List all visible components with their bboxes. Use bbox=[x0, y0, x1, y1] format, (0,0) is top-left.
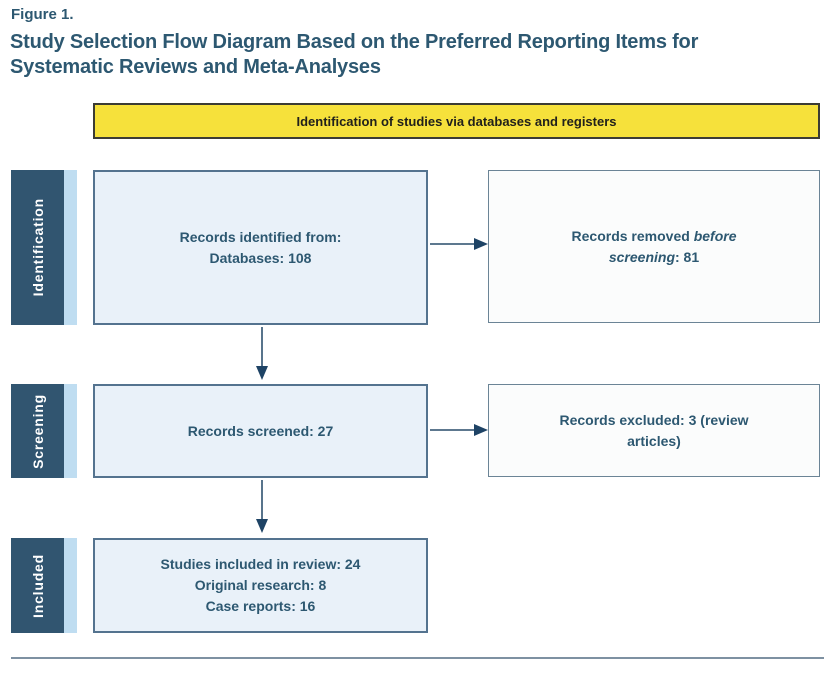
box-studies-included: Studies included in review: 24 Original … bbox=[93, 538, 428, 633]
stage-label-screening-text: Screening bbox=[29, 393, 46, 469]
banner-identification-via-databases: Identification of studies via databases … bbox=[93, 103, 820, 139]
figure-title-line2: Systematic Reviews and Meta-Analyses bbox=[10, 56, 381, 78]
banner-text: Identification of studies via databases … bbox=[296, 113, 617, 129]
stage-strip-screening bbox=[64, 384, 77, 478]
box-records-removed: Records removed before screening: 81 bbox=[488, 170, 820, 323]
box-records-removed-text: Records removed before screening: 81 bbox=[549, 226, 759, 268]
records-removed-italic: before screening bbox=[608, 227, 737, 265]
box-records-screened-text: Records screened: 27 bbox=[187, 422, 334, 439]
stage-label-screening: Screening bbox=[11, 384, 64, 478]
figure-title-line1: Study Selection Flow Diagram Based on th… bbox=[10, 31, 699, 53]
records-identified-line1: Records identified from: bbox=[179, 228, 342, 245]
figure-title: Study Selection Flow Diagram Based on th… bbox=[10, 30, 810, 80]
box-records-screened: Records screened: 27 bbox=[93, 384, 428, 478]
figure-label: Figure 1. bbox=[11, 6, 74, 23]
stage-label-included-text: Included bbox=[29, 553, 46, 618]
stage-strip-included bbox=[64, 538, 77, 633]
box-studies-included-text: Studies included in review: 24 Original … bbox=[161, 554, 361, 617]
stage-label-identification: Identification bbox=[11, 170, 64, 325]
studies-included-line3: Case reports: 16 bbox=[205, 598, 316, 614]
arrow-screened-to-included bbox=[256, 480, 268, 533]
box-records-identified-text: Records identified from: Databases: 108 bbox=[180, 227, 342, 269]
box-records-excluded-text: Records excluded: 3 (review articles) bbox=[559, 411, 749, 449]
arrow-identified-to-removed bbox=[430, 238, 488, 250]
records-removed-prefix: Records removed bbox=[571, 227, 694, 244]
box-records-identified: Records identified from: Databases: 108 bbox=[93, 170, 428, 325]
box-records-excluded: Records excluded: 3 (review articles) bbox=[488, 384, 820, 477]
bottom-rule bbox=[11, 657, 824, 659]
stage-label-identification-text: Identification bbox=[29, 198, 46, 297]
stage-strip-identification bbox=[64, 170, 77, 325]
arrow-screened-to-excluded bbox=[430, 424, 488, 436]
arrow-identified-to-screened bbox=[256, 327, 268, 380]
records-identified-line2: Databases: 108 bbox=[209, 249, 312, 266]
stage-label-included: Included bbox=[11, 538, 64, 633]
records-removed-suffix: : 81 bbox=[675, 248, 700, 265]
studies-included-line1: Studies included in review: 24 bbox=[160, 556, 361, 572]
studies-included-line2: Original research: 8 bbox=[194, 577, 327, 593]
